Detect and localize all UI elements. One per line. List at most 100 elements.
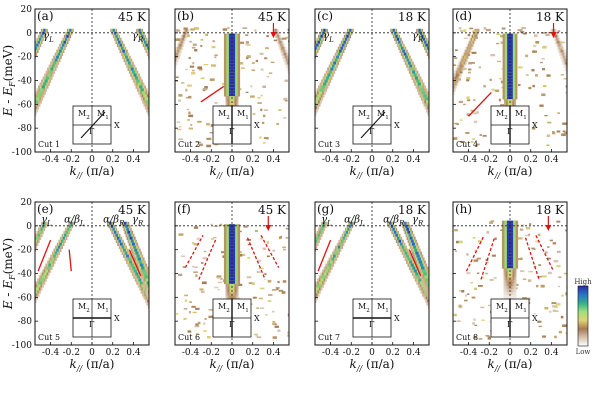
noise-cell: [459, 240, 463, 244]
band-cell: [297, 91, 303, 94]
band-cell: [35, 115, 36, 119]
band-cell: [298, 74, 308, 77]
band-cell: [149, 293, 157, 296]
noise-cell: [187, 34, 190, 38]
band-cell: [324, 79, 328, 83]
band-cell: [438, 136, 452, 139]
band-cell: [156, 97, 163, 100]
band-cell: [172, 62, 175, 65]
band-cell: [160, 329, 174, 332]
bz-label-m2: M2: [358, 109, 370, 121]
band-cell: [320, 278, 324, 282]
band-cell: [292, 145, 297, 148]
band-cell: [32, 246, 35, 249]
band-cell: [393, 230, 397, 235]
band-cell: [166, 142, 170, 145]
noise-cell: [473, 318, 476, 321]
noise-cell: [283, 97, 288, 101]
band-cell: [306, 62, 312, 65]
band-cell: [35, 106, 38, 110]
band-cell: [129, 260, 133, 264]
noise-cell: [531, 69, 535, 72]
band-cell: [290, 335, 294, 338]
band-cell: [164, 82, 167, 85]
noise-cell: [194, 243, 199, 246]
band-cell: [448, 91, 451, 94]
band-cell: [420, 88, 424, 92]
band-label: γR: [132, 31, 144, 44]
band-cell: [35, 293, 38, 297]
noise-cell: [259, 136, 262, 139]
band-trace: [445, 28, 481, 100]
temperature-label: 45 K: [118, 10, 147, 24]
feature-cell: [507, 42, 513, 46]
band-cell: [168, 338, 173, 341]
band-cell: [341, 43, 345, 48]
noise-cell: [517, 258, 523, 260]
noise-cell: [262, 121, 265, 125]
band-cell: [425, 43, 428, 48]
noise-cell: [282, 37, 287, 40]
band-trace: [294, 28, 328, 91]
band-cell: [299, 79, 302, 82]
band-cell: [312, 246, 315, 249]
band-cell: [143, 94, 147, 98]
band-cell: [595, 139, 599, 142]
band-cell: [437, 308, 442, 311]
feature-cell: [507, 295, 513, 299]
noise-cell: [487, 337, 491, 340]
noise-cell: [476, 257, 481, 260]
band-cell: [27, 115, 31, 118]
noise-cell: [458, 100, 463, 104]
band-cell: [437, 314, 446, 317]
band-cell: [315, 46, 318, 51]
feature-cell: [507, 280, 513, 284]
band-cell: [315, 106, 320, 110]
band-cell: [433, 311, 448, 314]
band-cell: [162, 145, 176, 148]
noise-cell: [454, 122, 459, 125]
band-cell: [439, 79, 449, 82]
band-cell: [292, 79, 298, 82]
band-cell: [137, 82, 141, 86]
feature-cell: [507, 271, 513, 275]
band-cell: [295, 91, 305, 94]
noise-cell: [565, 292, 567, 295]
temperature-label: 18 K: [398, 10, 427, 24]
band-cell: [306, 112, 310, 115]
noise-cell: [554, 335, 557, 339]
band-cell: [151, 305, 165, 308]
noise-cell: [211, 45, 216, 49]
band-cell: [282, 49, 286, 54]
noise-cell: [548, 310, 552, 313]
noise-cell: [545, 33, 550, 36]
band-cell: [35, 239, 38, 244]
band-cell: [442, 139, 451, 142]
band-cell: [296, 133, 305, 136]
band-cell: [439, 314, 444, 317]
x-tick-label: -0.2: [481, 155, 498, 165]
x-axis-label: k// (π/a): [488, 164, 533, 180]
noise-cell: [194, 27, 200, 30]
band-cell: [43, 272, 47, 276]
feature-cell: [228, 274, 236, 279]
band-cell: [405, 55, 408, 59]
band-cell: [325, 76, 330, 80]
band-cell: [342, 236, 345, 241]
band-cell: [445, 97, 448, 100]
feature-cell: [228, 54, 236, 58]
band-cell: [26, 258, 29, 261]
noise-cell: [535, 240, 541, 243]
band-cell: [133, 269, 137, 273]
band-cell: [141, 34, 144, 39]
band-cell: [294, 88, 297, 91]
band-cell: [438, 320, 446, 323]
noise-cell: [178, 273, 183, 277]
band-cell: [349, 28, 352, 33]
noise-cell: [458, 27, 462, 30]
band-cell: [418, 260, 423, 264]
band-cell: [441, 79, 447, 82]
noise-cell: [217, 277, 221, 279]
band-cell: [426, 46, 429, 51]
